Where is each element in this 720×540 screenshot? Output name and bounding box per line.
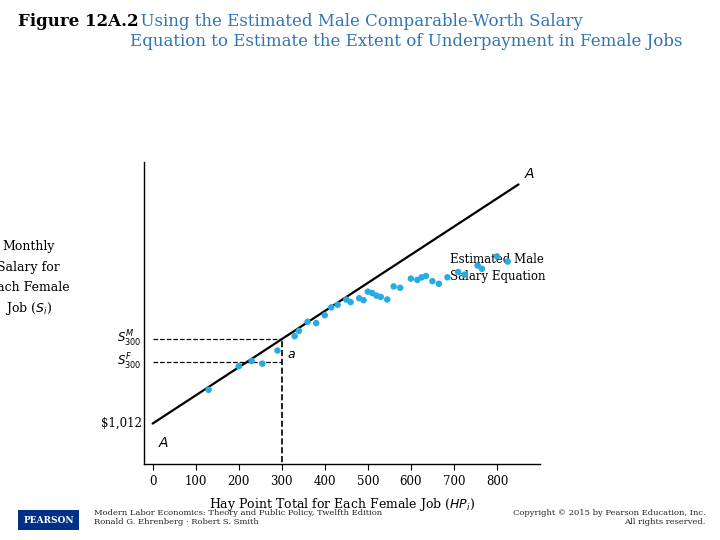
Point bbox=[362, 287, 374, 296]
Point bbox=[433, 280, 445, 288]
Point bbox=[341, 295, 352, 304]
Text: $S^F_{300}$: $S^F_{300}$ bbox=[117, 352, 142, 373]
Point bbox=[366, 289, 378, 298]
Point bbox=[203, 386, 215, 394]
Text: Monthly: Monthly bbox=[3, 240, 55, 253]
Point bbox=[452, 268, 464, 276]
Point bbox=[382, 295, 393, 304]
Text: Salary for: Salary for bbox=[0, 261, 60, 274]
Text: Modern Labor Economics: Theory and Public Policy, Twelfth Edition
Ronald G. Ehre: Modern Labor Economics: Theory and Publi… bbox=[94, 509, 382, 526]
Text: $a$: $a$ bbox=[287, 348, 296, 361]
Point bbox=[472, 261, 483, 270]
Point bbox=[405, 274, 417, 283]
Point bbox=[325, 303, 337, 312]
Text: $A$: $A$ bbox=[523, 166, 535, 180]
Point bbox=[375, 293, 387, 301]
X-axis label: Hay Point Total for Each Female Job ($HP_i$): Hay Point Total for Each Female Job ($HP… bbox=[209, 496, 475, 513]
Point bbox=[233, 362, 245, 370]
Point bbox=[271, 346, 283, 355]
Point bbox=[412, 275, 423, 284]
Text: Copyright © 2015 by Pearson Education, Inc.
All rights reserved.: Copyright © 2015 by Pearson Education, I… bbox=[513, 509, 706, 526]
Point bbox=[354, 294, 365, 302]
Point bbox=[459, 271, 470, 279]
Point bbox=[293, 327, 305, 335]
Point bbox=[476, 265, 487, 273]
Point bbox=[388, 282, 400, 291]
Point bbox=[441, 273, 453, 281]
Point bbox=[371, 291, 382, 300]
Point bbox=[395, 284, 406, 292]
Point bbox=[491, 252, 503, 261]
Text: Estimated Male
Salary Equation: Estimated Male Salary Equation bbox=[449, 253, 545, 283]
Point bbox=[345, 298, 356, 307]
Point bbox=[289, 332, 300, 341]
Text: $A$: $A$ bbox=[158, 436, 169, 450]
Point bbox=[358, 296, 369, 305]
Text: PEARSON: PEARSON bbox=[23, 516, 74, 524]
Text: Job ($S_i$): Job ($S_i$) bbox=[5, 300, 53, 317]
Point bbox=[302, 318, 313, 326]
Text: $1,012: $1,012 bbox=[101, 417, 142, 430]
Point bbox=[427, 277, 438, 286]
Point bbox=[246, 357, 257, 366]
Text: Using the Estimated Male Comparable-Worth Salary
Equation to Estimate the Extent: Using the Estimated Male Comparable-Wort… bbox=[130, 14, 682, 50]
Point bbox=[416, 273, 428, 281]
Text: $S^M_{300}$: $S^M_{300}$ bbox=[117, 329, 142, 349]
Point bbox=[332, 300, 343, 309]
Point bbox=[420, 272, 432, 280]
Point bbox=[256, 359, 268, 368]
Text: Each Female: Each Female bbox=[0, 281, 70, 294]
Point bbox=[310, 319, 322, 327]
Point bbox=[319, 311, 330, 320]
Point bbox=[502, 257, 513, 266]
Text: Figure 12A.2: Figure 12A.2 bbox=[18, 14, 139, 30]
